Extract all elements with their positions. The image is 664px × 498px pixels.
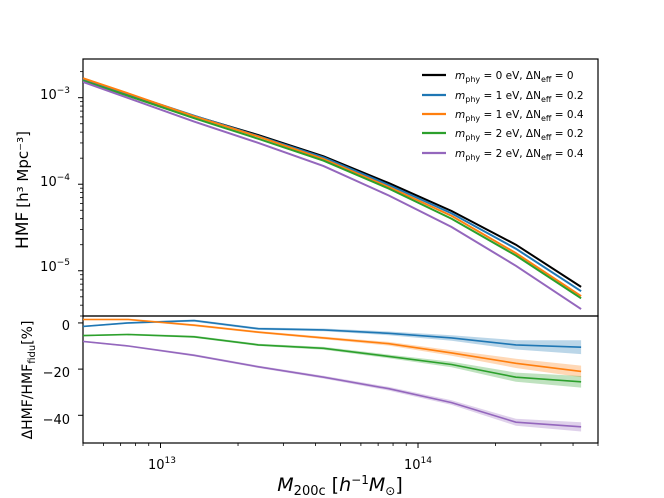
legend-label: mphy = 1 eV, ΔNeff = 0.4	[455, 109, 584, 123]
bottom-y-tick-label-2: −40	[43, 413, 70, 428]
ratio-series-line-3	[83, 340, 582, 428]
bottom-y-axis-label: ΔHMF/HMFfidu[%]	[20, 321, 38, 440]
ratio-band-2	[83, 333, 582, 388]
legend-label: mphy = 2 eV, ΔNeff = 0.2	[455, 128, 584, 142]
hmf-series-line-2	[83, 77, 582, 297]
legend-entry: mphy = 1 eV, ΔNeff = 0.4	[422, 109, 584, 123]
legend-entry: mphy = 2 eV, ΔNeff = 0.4	[422, 148, 584, 162]
x-tick-label-1e13: 1013	[148, 456, 176, 473]
legend-entry: mphy = 2 eV, ΔNeff = 0.2	[422, 128, 584, 142]
top-y-tick-label-3: 10−5	[40, 258, 70, 275]
hmf-series-line-4	[83, 81, 582, 310]
legend-label: mphy = 2 eV, ΔNeff = 0.4	[455, 148, 584, 162]
hmf-series-line-3	[83, 79, 582, 300]
x-tick-label-1e14: 1014	[404, 456, 432, 473]
legend-entry: mphy = 0 eV, ΔNeff = 0	[422, 70, 574, 84]
ratio-series-line-1	[83, 318, 582, 373]
bottom-y-tick-label-1: −20	[43, 366, 70, 381]
top-y-tick-label-1: 10−3	[40, 86, 70, 103]
x-axis-label: M200c [h−1M⊙]	[277, 473, 402, 498]
legend: mphy = 0 eV, ΔNeff = 0 mphy = 1 eV, ΔNef…	[422, 70, 584, 162]
legend-entry: mphy = 1 eV, ΔNeff = 0.2	[422, 90, 584, 104]
top-y-axis-label: HMF[h³ Mpc⁻³]	[13, 131, 33, 249]
ratio-series-line-2	[83, 333, 582, 383]
legend-label: mphy = 0 eV, ΔNeff = 0	[455, 70, 574, 84]
ratio-band-3	[83, 340, 582, 432]
bottom-y-tick-label-0: 0	[62, 319, 70, 334]
top-y-tick-label-2: 10−4	[40, 173, 70, 190]
legend-label: mphy = 1 eV, ΔNeff = 0.2	[455, 90, 584, 104]
ratio-series-line-0	[83, 319, 582, 348]
